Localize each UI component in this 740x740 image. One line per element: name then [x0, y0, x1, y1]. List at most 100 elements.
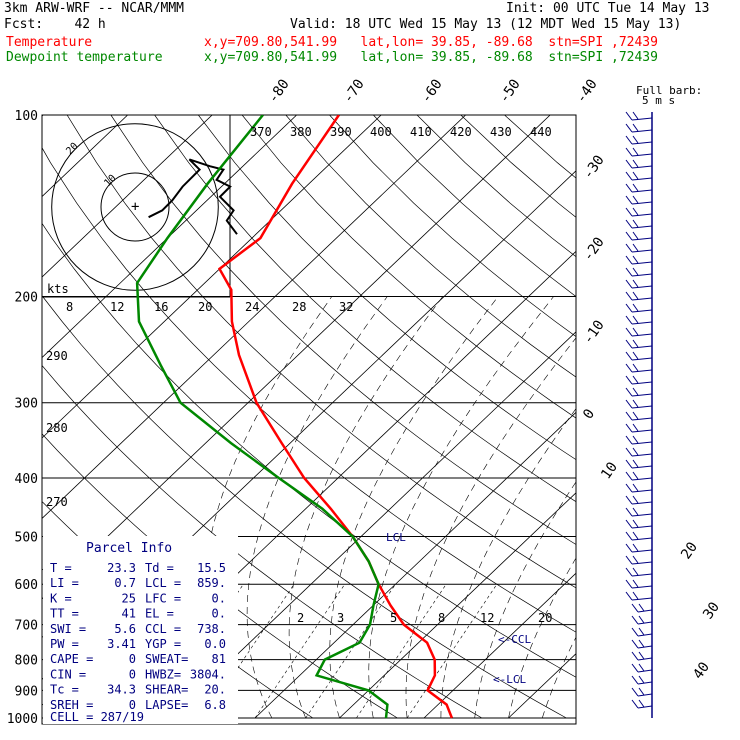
wind-barb-flag	[625, 591, 633, 601]
parcel-param-label: EL =	[145, 607, 174, 621]
isotherm-label: -30	[580, 152, 608, 182]
isotherm-label: -40	[573, 76, 601, 106]
wind-barb-flag	[625, 111, 633, 121]
wind-barb-shaft	[637, 693, 653, 697]
wind-barb-shaft	[631, 357, 653, 361]
wind-barb-flag	[631, 663, 639, 673]
parcel-param-label: LAPSE=	[145, 698, 188, 712]
wind-barb-flag	[632, 579, 639, 588]
wind-barb-flag	[625, 147, 633, 157]
pressure-tick-label: 100	[15, 109, 38, 124]
parcel-param-value: 0.0	[204, 637, 226, 651]
wind-barb-flag	[625, 279, 633, 289]
ccl-marker: <-CCL	[498, 633, 531, 646]
wind-barb-flag	[632, 555, 639, 564]
wind-barb-flag	[625, 135, 633, 145]
isotherm-label: -20	[580, 234, 608, 264]
wind-barb-flag	[632, 183, 639, 192]
wind-barb-flag	[625, 195, 633, 205]
wind-barb-flag	[625, 303, 633, 313]
dry-adiabat-line	[241, 115, 576, 419]
isotherm-line	[42, 115, 297, 359]
wind-barb-flag	[638, 627, 645, 636]
wind-barb-flag	[631, 699, 639, 709]
wind-barb-shaft	[637, 705, 653, 709]
wind-barb-flag	[638, 663, 645, 672]
parcel-param-value: 34.3	[107, 683, 136, 697]
wind-barb-shaft	[631, 249, 653, 253]
wind-barb-flag	[638, 675, 645, 684]
wind-barb-flag	[625, 507, 633, 517]
isotherm-label: -50	[496, 76, 524, 106]
wind-barb-flag	[638, 651, 645, 660]
mixing-ratio-line	[356, 584, 447, 719]
wind-barb	[625, 123, 653, 133]
wind-barb-flag	[625, 543, 633, 553]
pressure-tick-label: 500	[15, 530, 38, 545]
isotherm-line	[42, 115, 213, 278]
dry-adiabat-line	[66, 115, 576, 589]
wind-barb-flag	[632, 255, 639, 264]
parcel-param-value: 15.5	[197, 561, 226, 575]
wind-barb-flag	[632, 507, 639, 516]
parcel-param-value: 23.3	[107, 561, 136, 575]
wind-barb-flag	[638, 699, 645, 708]
wind-barb-flag	[625, 159, 633, 169]
isotherm-line	[423, 572, 576, 719]
wind-barb	[625, 207, 653, 217]
mixing-ratio-label: 3	[337, 611, 344, 625]
wind-barb	[625, 243, 653, 253]
wind-barb	[625, 567, 653, 577]
theta-side-label: 290	[46, 349, 68, 363]
theta-side-label: 280	[46, 421, 68, 435]
wind-barb-shaft	[631, 441, 653, 445]
dry-adiabat-line	[460, 115, 576, 218]
forecast-hour: Fcst: 42 h	[4, 17, 106, 32]
wind-barb-flag	[625, 531, 633, 541]
wind-barb	[625, 495, 653, 505]
wind-barb-flag	[625, 471, 633, 481]
wind-barb-flag	[625, 351, 633, 361]
wind-barb-shaft	[631, 141, 653, 145]
hodograph-speed-label: 32	[339, 300, 353, 314]
parcel-param-value: 0.	[212, 591, 226, 605]
wind-barb-shaft	[631, 561, 653, 565]
dewpoint-profile-line	[135, 115, 389, 719]
wind-barb-flag	[632, 267, 639, 276]
dry-adiabat-line	[154, 115, 576, 503]
wind-barb-flag	[632, 447, 639, 456]
parcel-param-value: 3.41	[107, 637, 136, 651]
pressure-tick-label: 800	[15, 654, 38, 669]
wind-barb	[625, 447, 653, 457]
parcel-param-label: SHEAR=	[145, 683, 188, 697]
wind-barb-flag	[632, 567, 639, 576]
wind-barb-shaft	[637, 633, 653, 637]
moist-adiabat-line	[405, 337, 576, 719]
isotherm-line	[170, 331, 576, 719]
wind-barb-flag	[638, 603, 645, 612]
wind-barb-flag	[632, 435, 639, 444]
moist-adiabat-line	[329, 296, 499, 719]
wind-barb-shaft	[631, 489, 653, 493]
wind-barb-flag	[625, 447, 633, 457]
wind-barb	[625, 351, 653, 361]
wind-barb-flag	[632, 123, 639, 132]
wind-barb-shaft	[631, 585, 653, 589]
wind-barb-flag	[625, 123, 633, 133]
wind-barb-flag	[625, 315, 633, 325]
wind-barb-flag	[632, 543, 639, 552]
wind-barb	[625, 375, 653, 385]
theta-label: 430	[490, 125, 512, 139]
isotherm-line	[339, 492, 576, 719]
wind-barb	[625, 555, 653, 565]
wind-barb-flag	[625, 363, 633, 373]
wind-barb-shaft	[631, 465, 653, 469]
isotherm-label: 40	[690, 659, 713, 682]
wind-barb-flag	[625, 231, 633, 241]
wind-barb-shaft	[631, 321, 653, 325]
parcel-param-label: CIN =	[50, 667, 86, 681]
wind-barb	[625, 411, 653, 421]
theta-side-label: 270	[46, 495, 68, 509]
wind-barb-flag	[632, 327, 639, 336]
wind-barb-flag	[625, 579, 633, 589]
